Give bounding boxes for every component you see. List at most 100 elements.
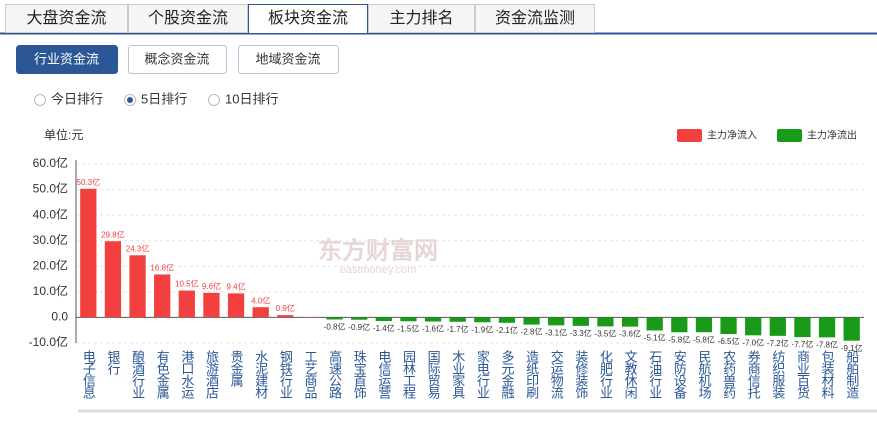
bar <box>647 317 663 330</box>
x-tick-label: 电信运营 <box>376 350 391 399</box>
bar <box>105 241 121 317</box>
value-label: -7.8亿 <box>816 339 838 349</box>
x-tick-label: 民航机场 <box>696 350 711 399</box>
x-tick-label: 高速公路 <box>327 349 342 399</box>
bar <box>819 317 835 337</box>
tab-label[interactable]: 板块资金流 <box>268 9 348 27</box>
bar <box>179 291 195 318</box>
x-tick-label: 装修装饰 <box>573 350 588 399</box>
value-label: -7.7亿 <box>792 339 814 349</box>
value-label: 16.8亿 <box>150 263 174 273</box>
tab-label[interactable]: 大盘资金流 <box>26 8 106 27</box>
x-tick-label: 安防设备 <box>672 350 687 400</box>
x-tick-label: 港口水运 <box>179 350 194 400</box>
bar <box>745 317 761 335</box>
value-label: 24.3亿 <box>126 243 150 253</box>
value-label: -3.3亿 <box>570 328 592 338</box>
value-label: -2.1亿 <box>496 325 518 335</box>
value-label: -2.8亿 <box>521 327 543 337</box>
bar <box>80 189 96 318</box>
y-tick-label: 0.0 <box>51 310 68 324</box>
value-label: -0.9亿 <box>348 322 370 332</box>
bar <box>450 317 466 321</box>
bar <box>720 317 736 334</box>
y-tick-label: 50.0亿 <box>33 181 68 196</box>
bar <box>499 317 515 322</box>
y-tick-label: 60.0亿 <box>33 155 68 170</box>
value-label: 29.8亿 <box>101 229 125 239</box>
bar <box>203 293 219 318</box>
value-label: -6.5亿 <box>718 336 740 346</box>
y-tick-label: 30.0亿 <box>33 232 68 247</box>
bar <box>474 317 490 322</box>
x-tick-label: 化肥行业 <box>598 350 613 398</box>
value-label: 0.9亿 <box>276 303 295 313</box>
x-tick-label: 工艺商品 <box>302 350 317 399</box>
value-label: -9.1亿 <box>841 343 863 353</box>
value-label: 9.6亿 <box>202 281 221 291</box>
radio-label[interactable]: 10日排行 <box>225 91 278 106</box>
value-label: -3.6亿 <box>619 329 641 339</box>
bar <box>129 255 145 317</box>
value-label: -0.8亿 <box>324 322 346 332</box>
x-tick-label: 农药兽药 <box>721 350 736 399</box>
bar <box>228 293 244 317</box>
bar <box>794 317 810 337</box>
bar <box>253 307 269 317</box>
x-tick-label: 珠宝首饰 <box>352 350 367 399</box>
x-tick-label: 木业家具 <box>450 350 465 399</box>
legend-swatch <box>777 129 802 142</box>
value-label: 9.4亿 <box>227 282 246 292</box>
filter-button-label[interactable]: 行业资金流 <box>34 51 99 66</box>
bar <box>376 317 392 321</box>
y-tick-label: -10.0亿 <box>29 334 68 349</box>
bar <box>523 317 539 324</box>
value-label: 10.5亿 <box>175 279 199 289</box>
x-tick-label: 贵金属 <box>229 350 244 388</box>
value-label: -1.5亿 <box>398 323 420 333</box>
radio-dot <box>127 97 133 103</box>
value-label: -1.4亿 <box>373 323 395 333</box>
value-label: -3.1亿 <box>545 327 567 337</box>
x-tick-label: 石油行业 <box>647 350 662 398</box>
x-tick-label: 包装材料 <box>820 350 835 399</box>
bar <box>770 317 786 335</box>
x-tick-label: 银行 <box>105 350 120 376</box>
filter-button-label[interactable]: 概念资金流 <box>144 51 209 66</box>
filter-button-label[interactable]: 地域资金流 <box>255 51 320 66</box>
bar <box>573 317 589 325</box>
bar <box>597 317 613 326</box>
radio-label[interactable]: 5日排行 <box>141 91 187 106</box>
tab-label[interactable]: 个股资金流 <box>148 9 228 27</box>
bar <box>277 315 293 317</box>
tab-label[interactable]: 主力排名 <box>389 9 453 27</box>
value-label: 4.0亿 <box>251 295 270 305</box>
radio-label[interactable]: 今日排行 <box>51 91 103 106</box>
value-label: -7.2亿 <box>767 338 789 348</box>
x-tick-label: 造纸印刷 <box>524 350 539 399</box>
x-tick-label: 家电行业 <box>475 349 490 398</box>
value-label: -7.0亿 <box>742 337 764 347</box>
value-label: -3.5亿 <box>595 328 617 338</box>
x-tick-label: 交运物流 <box>549 349 564 399</box>
x-tick-label: 园林工程 <box>401 350 416 400</box>
unit-label: 单位:元 <box>44 127 83 142</box>
value-label: -5.8亿 <box>668 334 690 344</box>
value-label: -1.9亿 <box>471 324 493 334</box>
bar <box>671 317 687 332</box>
radio[interactable] <box>35 95 46 106</box>
x-tick-label: 国际贸易 <box>426 350 441 400</box>
x-tick-label: 酿酒行业 <box>130 349 145 398</box>
bar <box>326 317 342 319</box>
radio[interactable] <box>209 95 220 106</box>
x-tick-label: 商业百货 <box>795 350 810 399</box>
value-label: -5.1亿 <box>644 333 666 343</box>
x-tick-label: 旅游酒店 <box>204 350 219 399</box>
bar <box>351 317 367 319</box>
value-label: -1.6亿 <box>422 324 444 334</box>
y-tick-label: 10.0亿 <box>33 283 68 298</box>
legend-label: 主力净流入 <box>707 129 757 142</box>
tab-label[interactable]: 资金流监测 <box>495 9 575 27</box>
